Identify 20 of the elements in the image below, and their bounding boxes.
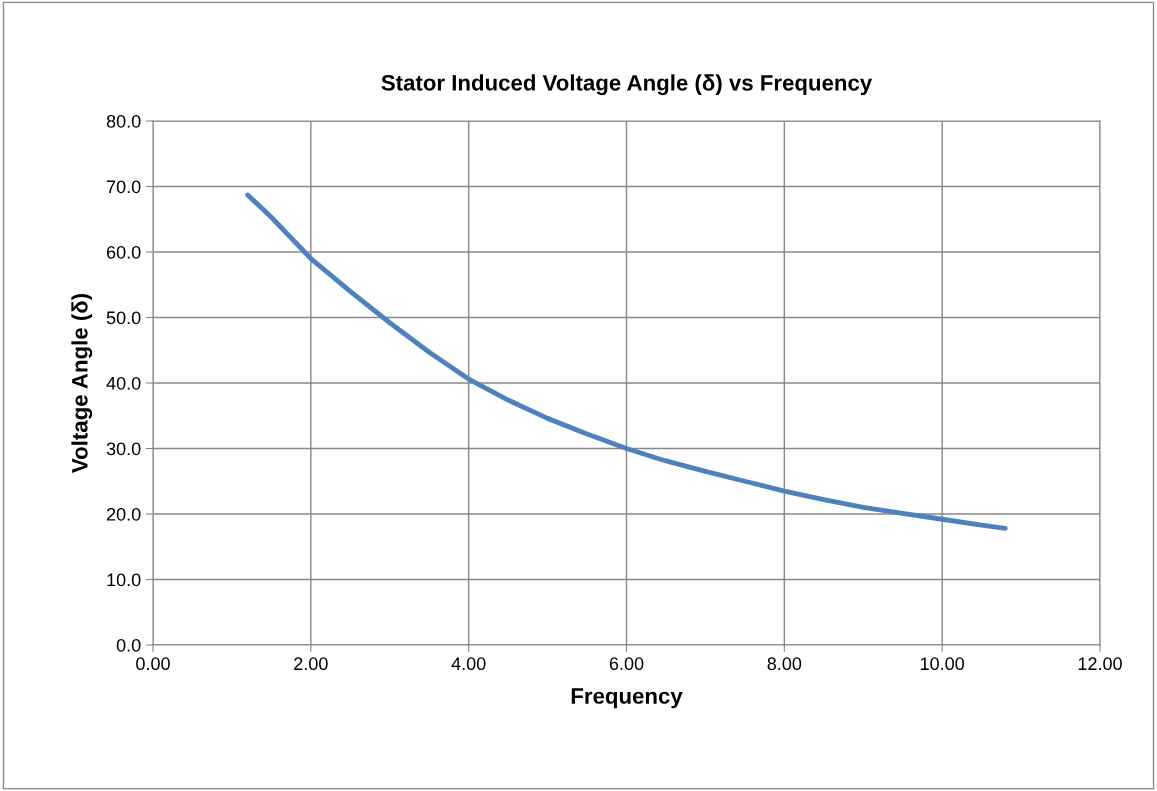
x-tick-label: 0.00 bbox=[136, 657, 170, 671]
y-tick-label: 20.0 bbox=[106, 507, 141, 521]
y-axis-title: Voltage Angle (δ) bbox=[71, 294, 93, 473]
y-tick-label: 10.0 bbox=[107, 573, 141, 587]
y-tick-label: 50.0 bbox=[106, 311, 141, 325]
y-tick-label: 0.0 bbox=[116, 638, 141, 652]
x-axis-title: Frequency bbox=[571, 688, 683, 709]
x-tick-label: 10.00 bbox=[920, 657, 965, 671]
y-tick-label: 40.0 bbox=[106, 376, 141, 390]
y-tick-label: 60.0 bbox=[106, 245, 141, 259]
y-tick-label: 30.0 bbox=[106, 442, 141, 456]
x-tick-label: 8.00 bbox=[767, 657, 802, 671]
x-tick-label: 12.00 bbox=[1078, 657, 1122, 671]
line-series bbox=[245, 192, 1008, 531]
x-tick-label: 6.00 bbox=[609, 657, 644, 671]
x-tick-label: 2.00 bbox=[294, 657, 328, 671]
y-tick-label: 70.0 bbox=[106, 180, 141, 194]
x-tick-label: 4.00 bbox=[451, 657, 486, 671]
chart-title: Stator Induced Voltage Angle (δ) vs Frequency bbox=[381, 74, 873, 96]
y-tick-label: 80.0 bbox=[106, 114, 141, 128]
